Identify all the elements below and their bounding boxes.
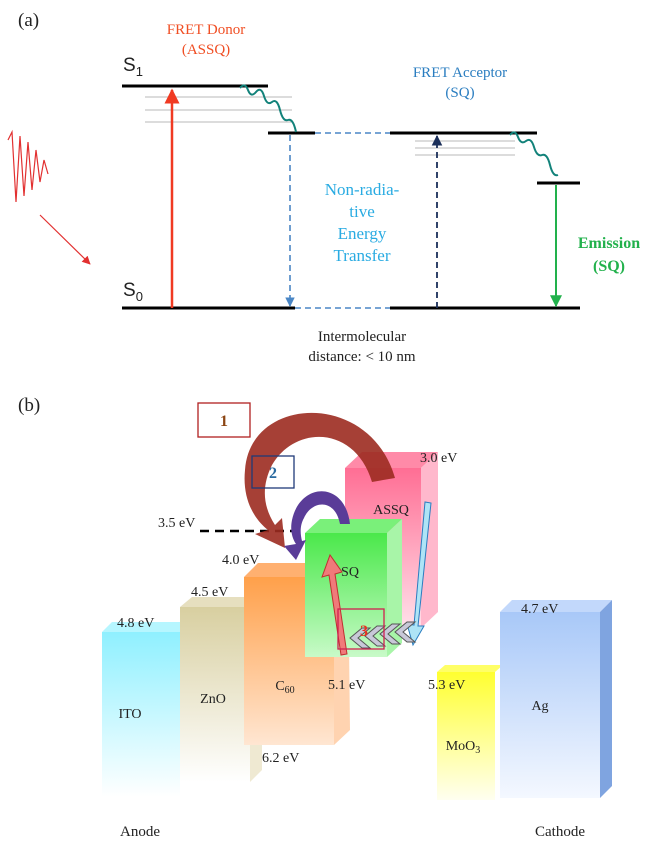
layer-label: MoO3 <box>446 739 481 756</box>
acceptor-label: (SQ) <box>445 85 474 101</box>
step-number: 3 <box>360 623 368 640</box>
block-front <box>500 612 600 798</box>
transfer-label: Energy <box>338 224 387 243</box>
layer-main: C <box>275 679 284 694</box>
block-top <box>437 665 503 672</box>
level-label: 3.5 eV <box>158 516 195 531</box>
donor-label: (ASSQ) <box>182 42 230 58</box>
state-main: S <box>123 280 136 301</box>
emission-label: Emission <box>578 235 640 252</box>
layer-sub: 3 <box>475 745 480 756</box>
level-label: 4.8 eV <box>117 616 154 631</box>
electrode-label: Cathode <box>535 824 585 840</box>
figure: (a) FRET Donor (ASSQ) FRET Acceptor (SQ)… <box>0 0 647 842</box>
transfer-label: tive <box>349 202 375 221</box>
emission-label: (SQ) <box>593 258 625 275</box>
level-label: 4.7 eV <box>521 602 558 617</box>
transfer-label: Transfer <box>334 246 391 265</box>
ito-block <box>102 622 190 797</box>
distance-label: Intermolecular <box>318 329 406 345</box>
light-arrow <box>40 215 90 264</box>
level-label: 6.2 eV <box>262 751 299 766</box>
state-label: S0 <box>123 280 143 304</box>
distance-label: distance: < 10 nm <box>308 349 416 365</box>
panel-label: (a) <box>18 10 39 31</box>
block-top <box>305 519 402 533</box>
block-side <box>600 600 612 798</box>
transfer-label: Non-radia- <box>325 180 400 199</box>
layer-label: ZnO <box>200 692 226 707</box>
panel-b: (b) 1 <box>18 395 612 840</box>
wavy-relax <box>510 132 558 175</box>
level-label: 3.0 eV <box>420 451 457 466</box>
electrode-label: Anode <box>120 824 160 840</box>
acceptor-label: FRET Acceptor <box>413 65 507 81</box>
level-label: 5.3 eV <box>428 678 465 693</box>
panel-a: (a) FRET Donor (ASSQ) FRET Acceptor (SQ)… <box>8 10 640 365</box>
wavy-relax <box>240 85 296 132</box>
layer-label: Ag <box>531 699 548 714</box>
layer-label: ITO <box>118 707 141 722</box>
donor-label: FRET Donor <box>167 22 245 38</box>
level-label: 4.5 eV <box>191 585 228 600</box>
light-wave <box>8 132 48 202</box>
level-label: 5.1 eV <box>328 678 365 693</box>
panel-label: (b) <box>18 395 40 416</box>
level-label: 4.0 eV <box>222 553 259 568</box>
step-number: 2 <box>269 465 277 482</box>
step-number: 1 <box>220 413 228 430</box>
layer-main: MoO <box>446 739 476 754</box>
state-main: S <box>123 55 136 76</box>
state-label: S1 <box>123 55 143 79</box>
ag-block <box>500 600 612 798</box>
layer-label: SQ <box>341 565 359 580</box>
state-sub: 0 <box>136 289 143 304</box>
layer-sub: 60 <box>285 685 295 696</box>
layer-label: ASSQ <box>373 503 409 518</box>
state-sub: 1 <box>136 64 143 79</box>
